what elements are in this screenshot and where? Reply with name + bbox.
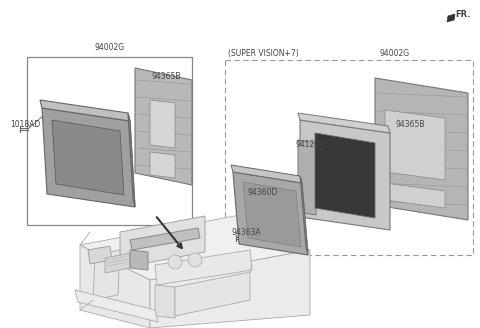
Polygon shape [150,152,175,178]
Polygon shape [375,78,468,220]
Text: 94365B: 94365B [152,72,181,81]
Polygon shape [135,68,192,185]
Polygon shape [447,14,455,22]
Text: 94365B: 94365B [395,120,424,129]
Polygon shape [298,113,390,133]
Polygon shape [385,183,445,208]
Text: 94002G: 94002G [380,49,410,58]
Text: 94360D: 94360D [248,188,278,197]
Polygon shape [150,250,310,328]
Polygon shape [42,108,135,207]
Polygon shape [243,182,301,247]
Polygon shape [155,250,252,285]
Polygon shape [298,140,316,215]
Polygon shape [231,165,302,183]
Polygon shape [40,100,130,121]
Polygon shape [80,245,150,328]
Polygon shape [150,100,175,148]
Polygon shape [105,253,130,273]
Text: 94120A: 94120A [296,140,325,149]
Polygon shape [385,110,445,180]
Polygon shape [128,113,135,207]
Polygon shape [88,246,112,264]
Circle shape [168,255,182,269]
Polygon shape [300,120,390,230]
Polygon shape [80,215,310,280]
Polygon shape [233,172,308,255]
Bar [225,60,473,255]
Polygon shape [120,216,205,268]
Polygon shape [300,176,308,255]
Polygon shape [155,285,175,318]
Polygon shape [52,120,124,195]
Circle shape [188,253,202,267]
Polygon shape [315,133,375,218]
Text: FR.: FR. [455,10,470,19]
Text: 1018AD: 1018AD [10,120,40,129]
Polygon shape [130,228,200,250]
Polygon shape [130,250,148,270]
Polygon shape [175,272,250,316]
Polygon shape [75,290,158,322]
Text: 94002G: 94002G [95,43,125,52]
Text: 94363A: 94363A [232,228,262,237]
Text: (SUPER VISION+7): (SUPER VISION+7) [228,49,299,58]
Polygon shape [93,250,120,300]
